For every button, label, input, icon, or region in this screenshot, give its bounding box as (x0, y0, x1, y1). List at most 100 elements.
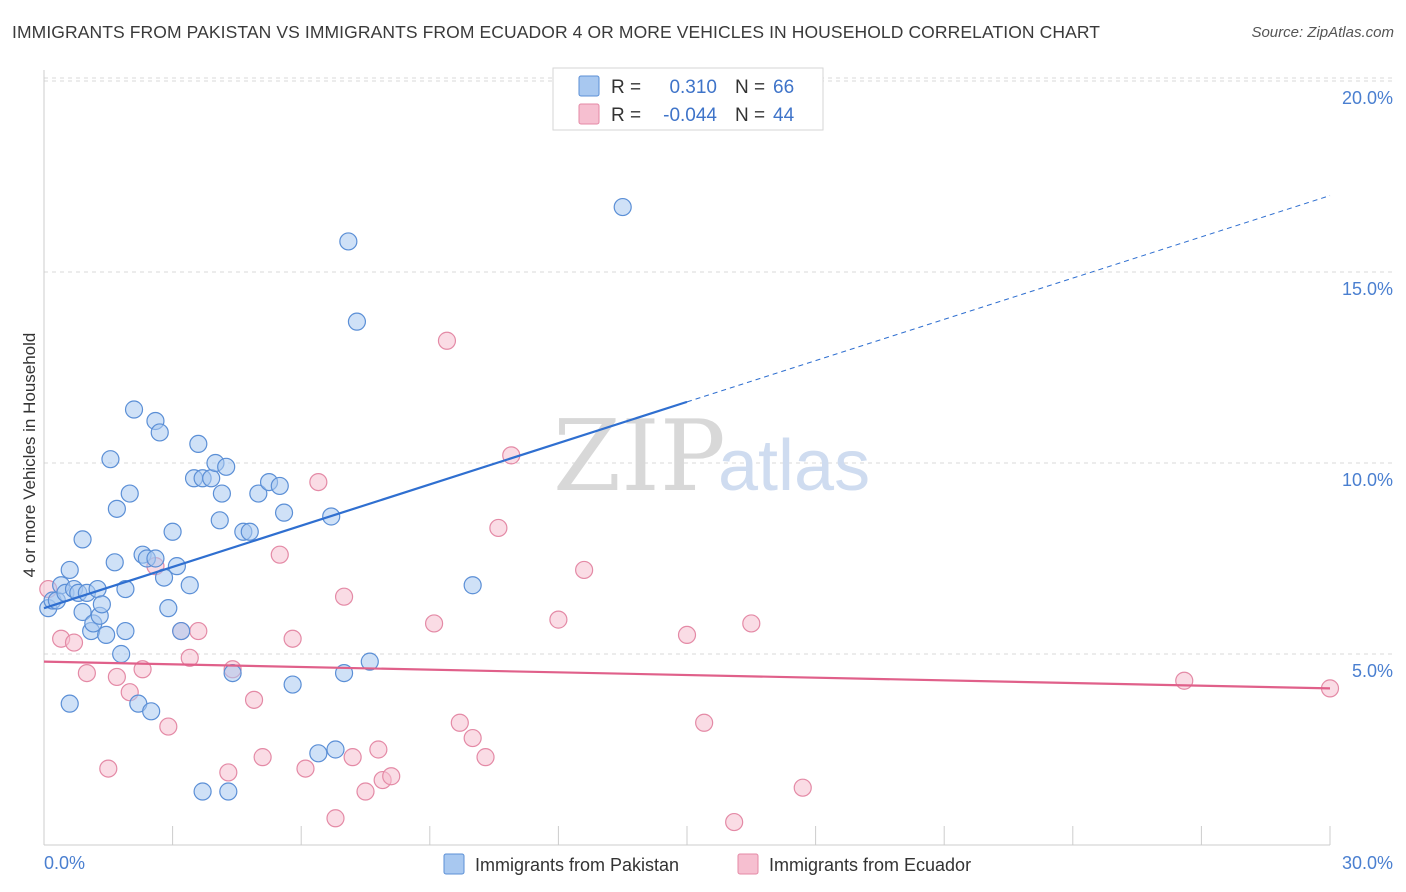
pakistan-point (240, 522, 259, 541)
trend-lines (43, 195, 1331, 690)
pakistan-point (223, 663, 242, 683)
y-tick-label: 10.0% (1342, 470, 1393, 490)
pakistan-series-swatch (443, 853, 465, 875)
ecuador-point (437, 331, 457, 350)
pakistan-point (172, 621, 191, 641)
pakistan-point (120, 484, 139, 503)
ecuador-point (296, 759, 315, 778)
ecuador-points (39, 331, 1340, 832)
pakistan-point (163, 522, 182, 541)
pakistan-point (347, 312, 367, 331)
ecuador-series-label: Immigrants from Ecuador (769, 855, 971, 875)
pakistan-point (159, 599, 178, 618)
ecuador-point (253, 748, 272, 767)
ecuador-point (369, 740, 388, 759)
pakistan-point (189, 434, 208, 453)
ecuador-point (489, 518, 508, 538)
ecuador-point (309, 473, 328, 492)
x-tick-label-min: 0.0% (44, 853, 85, 873)
pakistan-point (210, 511, 229, 530)
ecuador-point (424, 614, 444, 633)
pakistan-point (274, 503, 294, 522)
ecuador-point (695, 713, 714, 732)
pakistan-point (360, 652, 379, 671)
watermark-zip: ZIP (553, 400, 726, 514)
watermark-atlas: atlas (718, 426, 870, 506)
pakistan-point (101, 450, 120, 469)
pakistan-point (60, 694, 79, 713)
pakistan-series-label: Immigrants from Pakistan (475, 855, 679, 875)
pakistan-point (124, 400, 144, 419)
ecuador-point (244, 690, 264, 709)
pakistan-point (217, 457, 236, 476)
pakistan-point (142, 702, 161, 721)
y-tick-label: 5.0% (1352, 661, 1393, 681)
ecuador-point (450, 713, 469, 732)
ecuador-point (159, 717, 178, 736)
pakistan-point (283, 675, 302, 694)
pakistan-point (212, 484, 231, 503)
pakistan-point (219, 782, 238, 801)
pakistan-point (249, 484, 268, 503)
ecuador-point (334, 587, 354, 606)
pakistan-point (60, 560, 79, 580)
ecuador-point (343, 748, 362, 767)
ecuador-point (356, 782, 375, 801)
pakistan-point (180, 576, 199, 595)
ecuador-point (283, 629, 302, 648)
pakistan-trend-extension (686, 195, 1331, 403)
y-tick-label: 20.0% (1342, 88, 1393, 108)
pakistan-point (97, 625, 116, 645)
ecuador-point (549, 610, 568, 629)
pakistan-point (116, 621, 135, 641)
ecuador-point (99, 759, 118, 778)
pakistan-point (193, 782, 212, 801)
ecuador-n-value: 44 (773, 105, 795, 126)
pakistan-point (270, 476, 289, 496)
pakistan-n-value: 66 (773, 77, 794, 98)
pakistan-r-value: 0.310 (669, 77, 717, 98)
ecuador-point (793, 778, 812, 797)
ecuador-r-label: R = (611, 105, 641, 126)
pakistan-trend-line (43, 400, 688, 610)
ecuador-point (476, 748, 495, 767)
ecuador-point (180, 648, 199, 667)
pakistan-point (105, 553, 124, 572)
ecuador-point (382, 767, 401, 786)
y-axis-label: 4 or more Vehicles in Household (20, 333, 39, 578)
ecuador-trend-line (43, 660, 1331, 690)
pakistan-point (613, 197, 632, 217)
pakistan-point (150, 423, 169, 442)
ecuador-point (725, 812, 744, 832)
stats-legend: R = 0.310 N = 66 R = -0.044 N = 44 (552, 67, 824, 131)
y-tick-label: 15.0% (1342, 279, 1393, 299)
chart-title: IMMIGRANTS FROM PAKISTAN VS IMMIGRANTS F… (12, 22, 1101, 42)
ecuador-point (107, 667, 126, 687)
ecuador-point (64, 633, 84, 652)
ecuador-point (1175, 671, 1194, 690)
pakistan-point (463, 576, 482, 595)
ecuador-point (742, 614, 761, 633)
ecuador-n-label: N = (735, 105, 765, 126)
ecuador-point (219, 763, 238, 782)
pakistan-r-label: R = (611, 77, 641, 98)
pakistan-point (146, 549, 165, 568)
pakistan-point (73, 602, 92, 622)
pakistan-point (92, 595, 111, 614)
ecuador-series-swatch (737, 853, 759, 875)
gridlines (44, 77, 1394, 655)
ecuador-point (270, 545, 289, 564)
ecuador-point (463, 728, 482, 748)
pakistan-point (326, 740, 345, 759)
ecuador-r-value: -0.044 (663, 105, 717, 126)
pakistan-point (339, 232, 358, 251)
series-legend: Immigrants from Pakistan Immigrants from… (443, 853, 971, 875)
x-axis-ticks (43, 826, 1331, 845)
ecuador-point (677, 625, 697, 645)
pakistan-legend-swatch (578, 75, 600, 97)
ecuador-point (189, 621, 208, 641)
ecuador-legend-swatch (578, 103, 600, 125)
pakistan-point (73, 530, 92, 549)
y-tick-labels: 5.0% 10.0% 15.0% 20.0% (1342, 88, 1393, 681)
ecuador-point (77, 663, 96, 683)
